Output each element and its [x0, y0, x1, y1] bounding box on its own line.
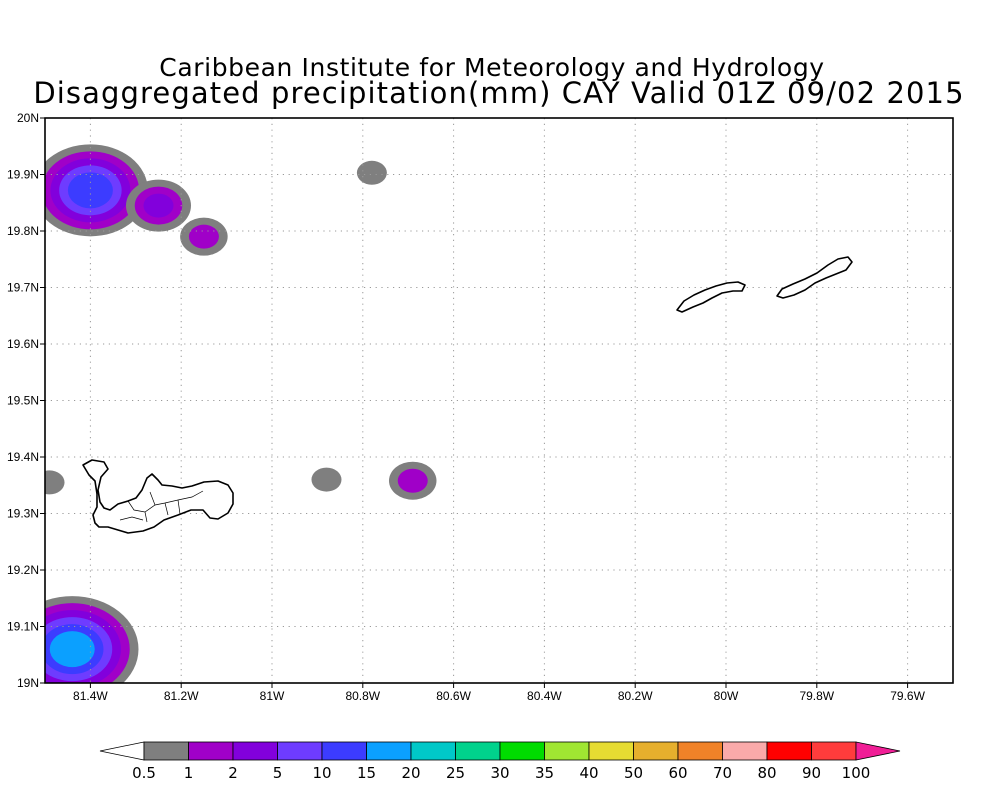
colorbar-swatch	[188, 741, 234, 761]
grid-lines	[45, 118, 953, 683]
grand-cayman-island	[82, 459, 234, 534]
colorbar-swatch	[766, 741, 812, 761]
precip-level-15	[49, 631, 95, 668]
colorbar-label: 2	[228, 764, 238, 782]
x-tick-label: 81.4W	[73, 689, 108, 703]
y-axis-ticks: 19N 19.1N 19.2N 19.3N 19.4N 19.5N 19.6N 19.7N 19…	[7, 111, 45, 690]
y-tick-label: 19.6N	[7, 337, 39, 351]
y-tick-label: 19N	[17, 676, 39, 690]
precip-level-0.5	[311, 467, 342, 492]
colorbar-label: 70	[713, 764, 732, 782]
y-tick-label: 19.3N	[7, 507, 39, 521]
colorbar-label: 60	[668, 764, 687, 782]
precip-level-0.5	[45, 470, 65, 495]
precip-level-0.5	[356, 160, 387, 185]
little-cayman-island	[676, 281, 746, 313]
x-tick-label: 80.2W	[618, 689, 653, 703]
coastlines	[82, 256, 853, 534]
y-tick-label: 19.9N	[7, 168, 39, 182]
x-tick-label: 80W	[714, 689, 739, 703]
x-tick-label: 80.8W	[345, 689, 380, 703]
precip-cell	[311, 467, 342, 492]
y-tick-label: 19.7N	[7, 281, 39, 295]
colorbar-swatch	[588, 741, 634, 761]
colorbar: 0.5 1 2 5 10 15 20 25 30 35 40 50 60 70 80 90 100	[99, 741, 901, 782]
chart-title-line1: Caribbean Institute for Meteorology and …	[159, 53, 824, 82]
y-tick-label: 19.2N	[7, 563, 39, 577]
colorbar-swatch	[99, 741, 145, 761]
precip-cell	[180, 217, 228, 256]
y-tick-label: 19.8N	[7, 224, 39, 238]
colorbar-swatch	[544, 741, 590, 761]
colorbar-label: 35	[535, 764, 554, 782]
colorbar-label: 50	[624, 764, 643, 782]
colorbar-label: 10	[312, 764, 331, 782]
cayman-brac-island	[776, 256, 853, 299]
colorbar-swatch	[455, 741, 501, 761]
colorbar-label: 100	[842, 764, 871, 782]
colorbar-swatch	[232, 741, 278, 761]
precipitation-field	[45, 144, 437, 683]
precip-level-2	[143, 193, 174, 218]
x-tick-label: 80.4W	[527, 689, 562, 703]
precip-level-1	[397, 468, 428, 493]
colorbar-label: 30	[490, 764, 509, 782]
x-tick-label: 80.6W	[436, 689, 471, 703]
colorbar-label: 5	[273, 764, 283, 782]
precip-cell	[126, 179, 191, 232]
colorbar-label: 15	[357, 764, 376, 782]
colorbar-label: 20	[401, 764, 420, 782]
y-tick-label: 19.4N	[7, 450, 39, 464]
y-tick-label: 19.1N	[7, 620, 39, 634]
x-tick-label: 79.8W	[799, 689, 834, 703]
y-tick-label: 19.5N	[7, 394, 39, 408]
colorbar-label: 0.5	[132, 764, 156, 782]
colorbar-label: 1	[184, 764, 194, 782]
colorbar-swatch	[321, 741, 367, 761]
colorbar-swatch	[366, 741, 412, 761]
precip-cell	[388, 461, 437, 500]
colorbar-swatch	[143, 741, 189, 761]
colorbar-swatch	[410, 741, 456, 761]
precip-level-10	[67, 172, 113, 209]
colorbar-label: 80	[757, 764, 776, 782]
colorbar-swatch	[499, 741, 545, 761]
colorbar-swatch	[811, 741, 857, 761]
colorbar-swatch	[633, 741, 679, 761]
x-tick-label: 79.6W	[890, 689, 925, 703]
precip-cell	[45, 596, 139, 683]
colorbar-swatch	[277, 741, 323, 761]
chart-title-line2: Disaggregated precipitation(mm) CAY Vali…	[33, 76, 964, 110]
colorbar-label: 25	[446, 764, 465, 782]
precip-cell	[45, 470, 65, 495]
x-tick-label: 81W	[260, 689, 285, 703]
x-tick-label: 81.2W	[164, 689, 199, 703]
precip-cell	[356, 160, 387, 185]
colorbar-swatch	[722, 741, 768, 761]
colorbar-label: 90	[802, 764, 821, 782]
precip-level-1	[188, 224, 219, 249]
x-axis-ticks: 81.4W 81.2W 81W 80.8W 80.6W 80.4W 80.2W 80W 79.8…	[73, 683, 926, 703]
colorbar-swatch	[855, 741, 901, 761]
colorbar-swatch	[677, 741, 723, 761]
y-tick-label: 20N	[17, 111, 39, 125]
precip-cell	[45, 144, 148, 237]
colorbar-label: 40	[579, 764, 598, 782]
